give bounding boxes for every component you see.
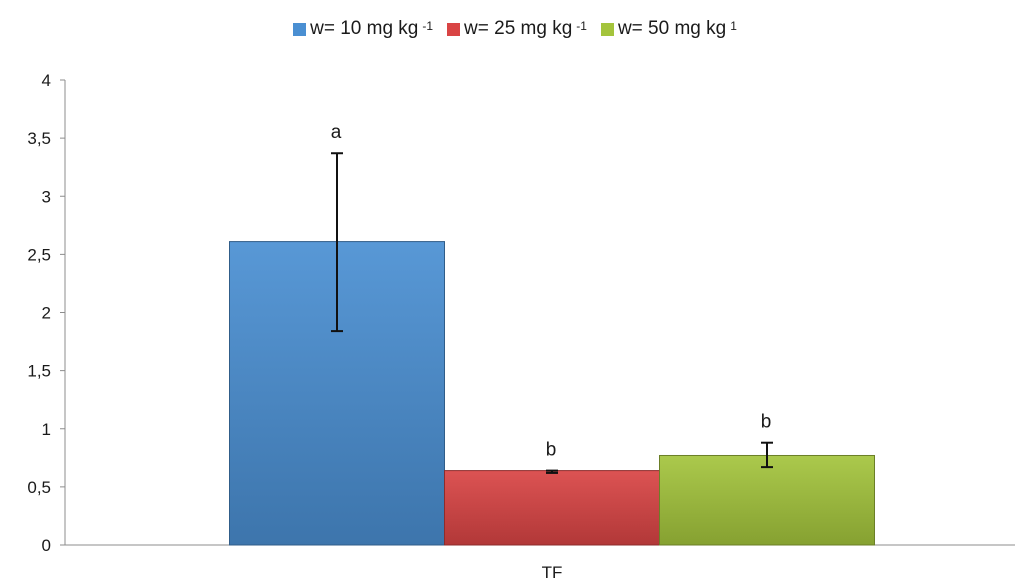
legend-label-w25: w= 25 mg kg [464,18,573,39]
legend-label-w10: w= 10 mg kg [310,18,419,39]
y-tick-label: 4 [42,71,51,90]
y-tick-label: 0,5 [27,478,51,497]
y-tick-label: 1,5 [27,362,51,381]
bar-3 [659,454,875,546]
legend-swatch-w50 [600,22,614,36]
x-category-label: TF [542,563,563,582]
legend-exponent-w10: -1 [422,19,434,33]
y-tick-label: 3,5 [27,129,51,148]
significance-label-1: a [331,122,342,143]
legend-exponent-w50: 1 [730,19,737,33]
significance-label-2: b [546,440,557,461]
y-tick-label: 1 [42,420,51,439]
legend-swatch-w10 [293,22,307,36]
legend-item-w10: w= 10 mg kg -1 [293,18,433,40]
y-tick-label: 2,5 [27,245,51,264]
legend-swatch-w25 [447,22,461,36]
chart-legend: w= 10 mg kg -1 w= 25 mg kg -1 w= 50 mg kg 1 [0,14,1030,44]
legend-exponent-w25: -1 [576,19,587,33]
legend-item-w25: w= 25 mg kg -1 [447,18,587,40]
y-tick-label: 3 [42,187,51,206]
legend-item-w50: w= 50 mg kg 1 [600,18,737,40]
y-tick-label: 2 [42,304,51,323]
bar-2 [444,470,660,546]
significance-label-3: b [761,412,772,433]
legend-label-w50: w= 50 mg kg [617,18,727,39]
y-tick-label: 0 [42,536,51,555]
